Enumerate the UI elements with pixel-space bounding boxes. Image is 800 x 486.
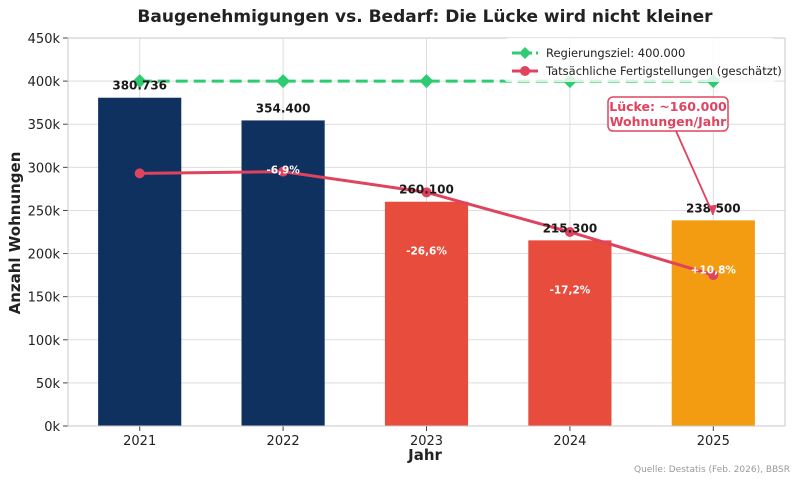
x-axis-label: Jahr: [407, 446, 442, 464]
series-point: [421, 187, 432, 198]
x-tick-label: 2021: [123, 434, 156, 449]
bar-value-label: 380.736: [112, 79, 167, 93]
bar: [98, 97, 182, 427]
y-tick-label: 100k: [28, 334, 61, 349]
y-axis-label: Anzahl Wohnungen: [6, 152, 24, 315]
source-note: Quelle: Destatis (Feb. 2026), BBSR: [634, 465, 790, 475]
y-tick-label: 50k: [36, 377, 61, 392]
x-tick-label: 2023: [410, 434, 443, 449]
series-point: [278, 166, 289, 177]
series-point: [132, 74, 147, 89]
annotation-arrow: [675, 130, 715, 216]
x-tick-label: 2025: [697, 434, 730, 449]
y-tick-label: 200k: [28, 248, 61, 263]
bar-value-label: 260.100: [399, 183, 454, 197]
series-point: [708, 270, 719, 281]
series-point: [276, 74, 291, 89]
x-tick-label: 2024: [553, 434, 586, 449]
annotation-box: [607, 96, 729, 132]
legend-marker: [519, 47, 531, 59]
bar-change-label: -17,2%: [550, 284, 591, 296]
y-tick-label: 0k: [44, 420, 60, 435]
legend-marker: [520, 66, 530, 76]
axes: 0k 50k 100k 150k 200k 250k 300k 350k 400k 450k 202…: [28, 32, 786, 449]
series-point: [564, 227, 575, 237]
series-point: [419, 74, 434, 89]
series-point: [134, 168, 145, 179]
y-tick-label: 150k: [28, 291, 61, 306]
bar: [528, 240, 612, 426]
chart-title: Baugenehmigungen vs. Bedarf: Die Lücke w…: [137, 7, 713, 27]
y-tick-label: 450k: [28, 32, 61, 47]
y-tick-label: 250k: [28, 204, 61, 219]
bar-value-label: 354.400: [256, 101, 311, 115]
bar: [671, 220, 755, 426]
annotation-text: Lücke: ~160.000: [609, 99, 727, 114]
bar-change-label: +10,8%: [691, 264, 737, 276]
bar: [384, 201, 469, 426]
bar-value-label: 215.300: [543, 221, 598, 235]
legend-label: Regierungsziel: 400.000: [546, 46, 685, 60]
x-tick-label: 2022: [267, 434, 300, 449]
annotation-arrowhead: [708, 204, 718, 215]
legend-box: [504, 38, 776, 82]
annotation-text: Wohnungen/Jahr: [610, 114, 727, 129]
legend-label: Tatsächliche Fertigstellungen (geschätzt…: [545, 64, 782, 78]
bar-change-label: -26,6%: [406, 246, 447, 258]
legend: Regierungsziel: 400.000 Tatsächliche Fert…: [504, 38, 782, 82]
bar-change-label: -6,9%: [266, 164, 300, 176]
y-tick-label: 350k: [28, 118, 61, 133]
y-tick-label: 300k: [28, 161, 61, 176]
y-tick-label: 400k: [28, 75, 61, 90]
plot-frame: [67, 37, 786, 427]
